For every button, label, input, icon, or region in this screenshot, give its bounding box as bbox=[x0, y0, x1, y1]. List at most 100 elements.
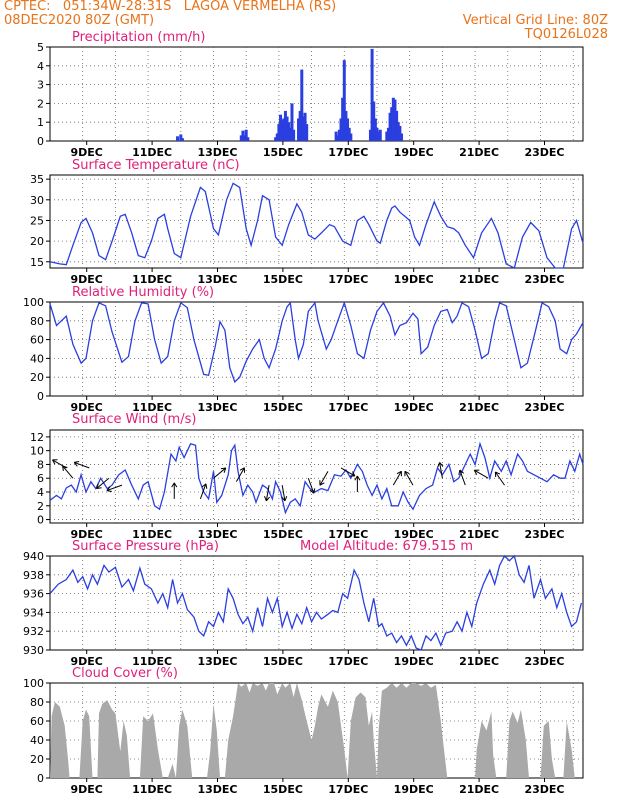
y-tick-label: 0 bbox=[37, 514, 44, 527]
precip-bar bbox=[279, 114, 283, 141]
x-tick-label: 11DEC bbox=[132, 655, 172, 668]
precip-bar bbox=[292, 129, 296, 141]
y-tick-label: 40 bbox=[30, 352, 44, 365]
x-tick-label: 11DEC bbox=[132, 528, 172, 541]
wind-arrow-head bbox=[96, 487, 102, 490]
precip-bar bbox=[377, 131, 381, 141]
y-tick-label: 934 bbox=[23, 606, 44, 619]
panel-frame bbox=[49, 429, 584, 524]
y-tick-label: 30 bbox=[30, 194, 44, 207]
y-tick-label: 0 bbox=[37, 135, 44, 148]
x-tick-label: 23DEC bbox=[524, 273, 564, 286]
panel-title: Cloud Cover (%) bbox=[72, 666, 178, 681]
wind-arrow bbox=[439, 462, 443, 479]
precip-bar bbox=[287, 122, 291, 141]
x-tick-label: 17DEC bbox=[328, 655, 368, 668]
precip-bar bbox=[176, 136, 180, 141]
wind-arrow bbox=[392, 471, 402, 486]
precip-bar bbox=[303, 112, 307, 141]
y-tick-label: 15 bbox=[30, 256, 44, 269]
precip-bar bbox=[393, 99, 397, 141]
precip-bar bbox=[388, 112, 392, 141]
precip-bar bbox=[400, 133, 404, 141]
wind-arrow bbox=[199, 483, 207, 500]
wind-arrow bbox=[404, 471, 414, 486]
series-line bbox=[49, 554, 583, 651]
wind-arrow-head bbox=[281, 496, 286, 502]
y-tick-label: 930 bbox=[23, 644, 44, 657]
x-tick-label: 11DEC bbox=[132, 273, 172, 286]
y-tick-label: 2 bbox=[37, 97, 44, 110]
x-tick-label: 21DEC bbox=[459, 146, 499, 159]
precip-bar bbox=[334, 131, 338, 141]
y-tick-label: 940 bbox=[23, 550, 44, 563]
wind-arrow-head bbox=[352, 471, 356, 477]
wind-arrow bbox=[340, 467, 356, 477]
x-tick-label: 21DEC bbox=[459, 655, 499, 668]
wind-arrow-head bbox=[313, 488, 316, 494]
y-tick-label: 4 bbox=[37, 60, 44, 73]
precip-bar bbox=[375, 127, 379, 141]
precip-bar bbox=[275, 133, 279, 141]
y-tick-label: 8 bbox=[37, 458, 44, 471]
wind-arrow-head bbox=[205, 483, 208, 489]
panel-title: Relative Humidity (%) bbox=[72, 285, 214, 300]
y-tick-label: 5 bbox=[37, 41, 44, 54]
y-tick-label: 6 bbox=[37, 472, 44, 485]
series-line bbox=[49, 300, 584, 384]
x-tick-label: 9DEC bbox=[71, 273, 103, 286]
x-tick-label: 17DEC bbox=[328, 273, 368, 286]
x-tick-label: 19DEC bbox=[394, 146, 434, 159]
wind-arrow-head bbox=[439, 462, 444, 467]
x-tick-label: 21DEC bbox=[459, 528, 499, 541]
x-tick-label: 17DEC bbox=[328, 146, 368, 159]
x-tick-label: 21DEC bbox=[459, 401, 499, 414]
x-tick-label: 15DEC bbox=[263, 273, 303, 286]
y-tick-label: 20 bbox=[30, 371, 44, 384]
y-tick-label: 20 bbox=[30, 235, 44, 248]
y-tick-label: 25 bbox=[30, 214, 44, 227]
precip-bar bbox=[396, 122, 400, 141]
series-line bbox=[49, 441, 584, 515]
x-tick-label: 23DEC bbox=[524, 146, 564, 159]
x-tick-label: 19DEC bbox=[394, 783, 434, 796]
x-tick-label: 13DEC bbox=[197, 401, 237, 414]
x-tick-label: 11DEC bbox=[132, 146, 172, 159]
precip-bar bbox=[368, 129, 372, 141]
x-tick-label: 9DEC bbox=[71, 528, 103, 541]
wind-arrow-head bbox=[265, 496, 270, 502]
y-tick-label: 0 bbox=[37, 772, 44, 785]
wind-arrow-head bbox=[62, 465, 64, 471]
x-tick-label: 13DEC bbox=[197, 528, 237, 541]
y-tick-label: 936 bbox=[23, 588, 44, 601]
series-line bbox=[49, 182, 584, 269]
wind-arrow-head bbox=[223, 467, 227, 473]
x-tick-label: 21DEC bbox=[459, 783, 499, 796]
wind-arrow bbox=[319, 471, 329, 486]
wind-arrow-head bbox=[473, 469, 478, 475]
y-tick-label: 932 bbox=[23, 625, 44, 638]
wind-arrow bbox=[459, 469, 466, 486]
precip-bar bbox=[288, 127, 292, 141]
header-station: CPTEC: 051:34W-28:31S LAGOA VERMELHA (RS… bbox=[4, 0, 337, 14]
y-tick-label: 3 bbox=[37, 79, 44, 92]
x-tick-label: 15DEC bbox=[263, 528, 303, 541]
precip-bar bbox=[241, 130, 245, 141]
precip-bar bbox=[349, 133, 353, 141]
wind-arrow-head bbox=[309, 489, 315, 494]
x-tick-label: 15DEC bbox=[263, 783, 303, 796]
precip-bar bbox=[285, 116, 289, 141]
precip-bar bbox=[373, 118, 377, 141]
precip-bar bbox=[341, 97, 345, 141]
precip-bar bbox=[298, 110, 302, 141]
panel-title: Surface Pressure (hPa) bbox=[72, 539, 219, 554]
x-tick-label: 17DEC bbox=[328, 401, 368, 414]
precip-bar bbox=[395, 110, 399, 141]
wind-arrow-head bbox=[404, 470, 410, 475]
x-tick-label: 21DEC bbox=[459, 273, 499, 286]
wind-arrow-head bbox=[284, 496, 288, 502]
cloud-cover-area bbox=[50, 683, 575, 778]
precip-bar bbox=[336, 135, 340, 141]
x-tick-label: 11DEC bbox=[132, 783, 172, 796]
wind-arrow-head bbox=[74, 460, 80, 463]
